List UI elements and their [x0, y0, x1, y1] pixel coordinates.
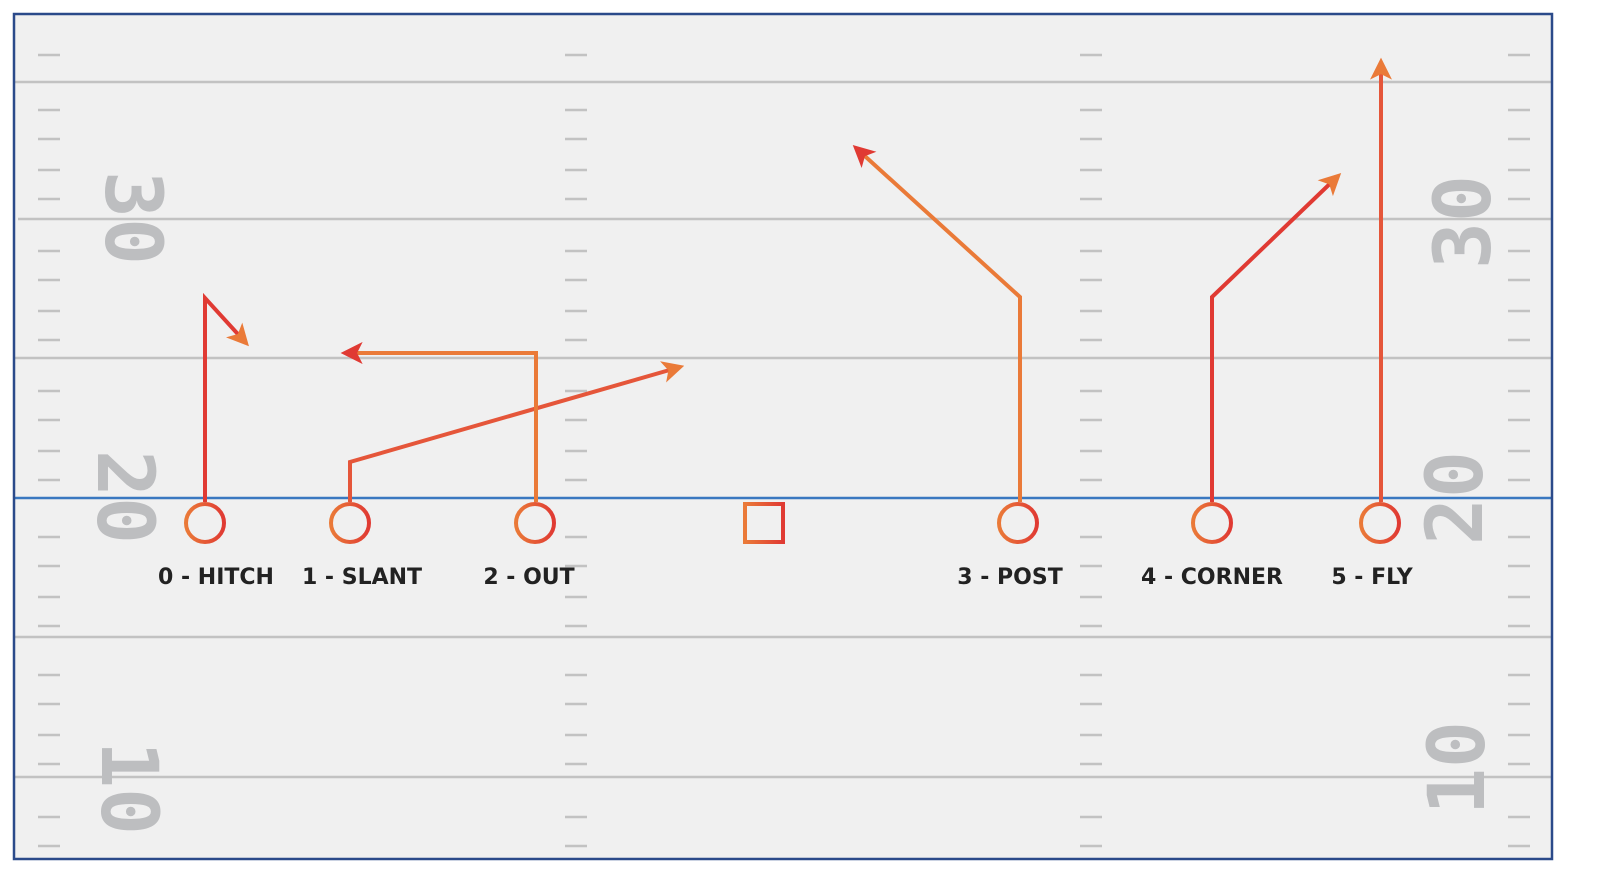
route-label-out: 2 - OUT: [483, 565, 575, 590]
receiver-4-icon: [1191, 502, 1233, 544]
center-square-icon: [743, 502, 785, 544]
receiver-1-icon: [329, 502, 371, 544]
receiver-5-icon: [1359, 502, 1401, 544]
route-out: [340, 342, 538, 502]
receiver-0-icon: [184, 502, 226, 544]
route-corner: [1210, 172, 1342, 502]
receiver-3-icon: [997, 502, 1039, 544]
yard-numbers-left: 30 20 10: [79, 171, 177, 835]
route-label-hitch: 0 - HITCH: [158, 565, 274, 590]
route-label-corner: 4 - CORNER: [1141, 565, 1283, 590]
yard-number-30-left: 30: [87, 171, 177, 265]
route-label-slant: 1 - SLANT: [301, 565, 423, 590]
receivers: [184, 502, 1401, 544]
yard-number-20-left: 20: [79, 450, 169, 544]
routes: [203, 57, 1392, 502]
hash-marks: [38, 53, 1532, 848]
yard-numbers-right: 30 20 10: [1411, 175, 1509, 815]
route-label-post: 3 - POST: [957, 565, 1063, 590]
route-slant: [348, 361, 685, 502]
field-border: [12, 12, 1554, 861]
route-label-fly: 5 - FLY: [1331, 565, 1413, 590]
yard-number-30-right: 30: [1419, 175, 1509, 269]
yard-number-10-left: 10: [83, 741, 173, 835]
field-background: [14, 14, 1552, 859]
yard-lines: [15, 80, 1552, 779]
route-post: [852, 145, 1022, 502]
route-hitch: [203, 292, 249, 502]
yard-number-20-right: 20: [1411, 451, 1501, 545]
yard-number-10-right: 10: [1413, 721, 1503, 815]
receiver-2-icon: [514, 502, 556, 544]
